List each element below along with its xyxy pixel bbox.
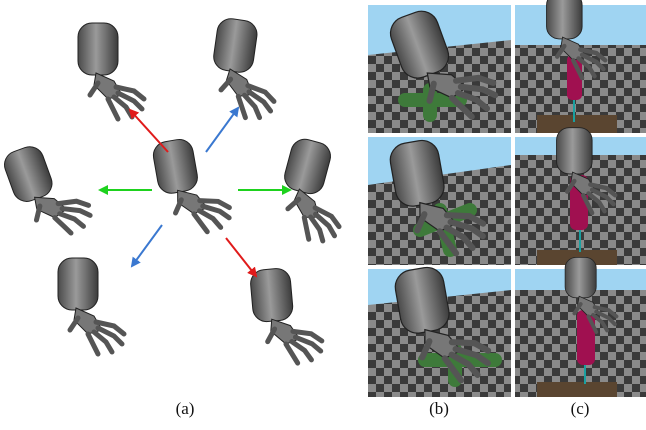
hand-pose — [78, 23, 144, 119]
sim-frame-rect — [537, 382, 617, 397]
hand-pose — [270, 136, 359, 246]
hand-pose — [1, 134, 96, 247]
panel-label: (b) — [429, 399, 449, 418]
panel-label: (c) — [571, 399, 590, 418]
hand-pose — [151, 133, 233, 239]
panel-label: (a) — [176, 399, 195, 418]
hand-pose — [206, 17, 285, 121]
arrow — [205, 106, 240, 153]
sim-frame-rect — [537, 115, 617, 133]
sim-frame — [515, 128, 646, 265]
hand-pose — [58, 258, 124, 354]
arrow — [128, 108, 169, 153]
sim-frame — [368, 259, 511, 397]
sim-frame — [515, 257, 646, 397]
sim-frame-rect — [577, 310, 595, 365]
panel-a: (a) — [1, 17, 359, 418]
sim-frame — [368, 0, 511, 133]
sim-frame — [515, 0, 646, 133]
panel-c: (c) — [515, 0, 646, 418]
panel-b: (b) — [368, 0, 511, 418]
arrow — [130, 224, 163, 268]
hand-pose — [249, 265, 323, 366]
sim-frame — [368, 132, 511, 265]
arrow — [225, 237, 258, 278]
